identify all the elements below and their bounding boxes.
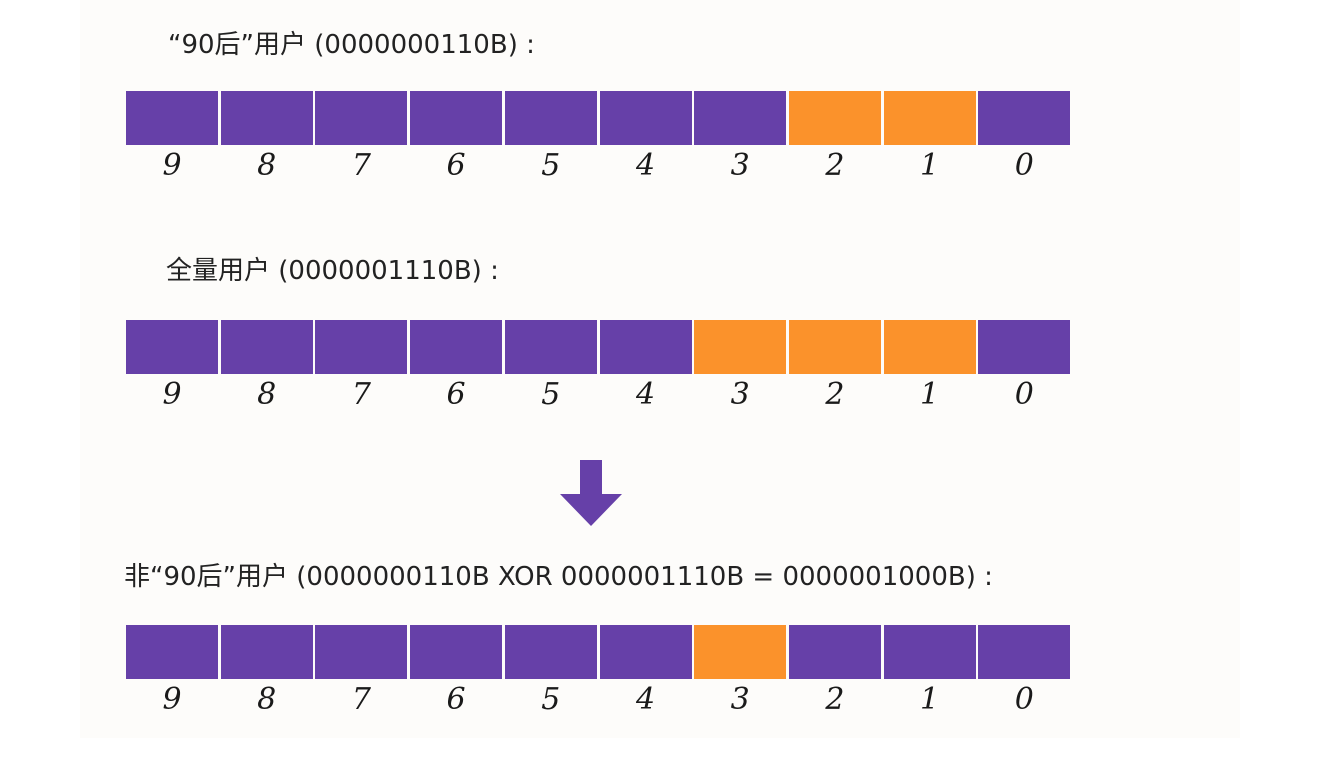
bit-cell — [315, 320, 408, 374]
bit-index-label: 4 — [635, 682, 656, 717]
bit-index-label: 1 — [920, 682, 940, 717]
bit-cell — [126, 320, 218, 374]
bit-index-label: 6 — [446, 377, 466, 412]
bit-row-non-90s-users: 9 8 7 6 5 4 3 2 1 0 — [126, 625, 1072, 715]
bit-cell — [126, 91, 218, 145]
bit-cell — [694, 625, 787, 679]
bit-cell — [788, 91, 881, 145]
row-label-90s-users: “90后”用户 (0000000110B) : — [168, 30, 535, 60]
bit-index-label: 4 — [635, 148, 656, 183]
bit-index-label: 3 — [730, 377, 750, 412]
bit-row-all-users: 9 8 7 6 5 4 3 2 1 0 — [126, 320, 1072, 410]
bit-cell — [504, 91, 597, 145]
bit-cell — [504, 320, 597, 374]
bit-index-label: 4 — [635, 377, 656, 412]
bit-row-90s-users: 9 8 7 6 5 4 3 2 1 0 — [126, 91, 1072, 181]
bit-cell — [315, 625, 408, 679]
bit-cell — [599, 91, 692, 145]
bit-cell — [410, 320, 503, 374]
bit-index-label: 7 — [351, 148, 371, 183]
bit-index-label: 5 — [541, 377, 561, 412]
bit-cell — [599, 320, 692, 374]
bit-index-label: 9 — [162, 377, 182, 412]
bit-cell — [504, 625, 597, 679]
bit-cell — [788, 320, 881, 374]
bit-cell — [410, 91, 503, 145]
row-label-non-90s-users: 非“90后”用户 (0000000110B XOR 0000001110B = … — [124, 562, 993, 592]
bit-index-label: 7 — [351, 682, 371, 717]
bit-cell — [978, 91, 1071, 145]
bit-cell — [883, 625, 976, 679]
bit-cell — [978, 320, 1071, 374]
bit-cell — [410, 625, 503, 679]
bit-cell — [978, 625, 1071, 679]
bit-index-label: 5 — [541, 682, 561, 717]
bit-index-label: 2 — [825, 377, 845, 412]
bit-cell — [883, 91, 976, 145]
bit-index-label: 8 — [257, 377, 277, 412]
bit-cell — [315, 91, 408, 145]
bit-cell — [883, 320, 976, 374]
bit-cell — [220, 625, 313, 679]
bit-index-label: 5 — [541, 148, 561, 183]
bit-index-label: 0 — [1014, 682, 1034, 717]
bit-cell — [220, 320, 313, 374]
bit-cell — [126, 625, 218, 679]
bit-index-label: 6 — [446, 682, 466, 717]
bit-index-label: 3 — [730, 682, 750, 717]
bit-cell — [220, 91, 313, 145]
bit-index-label: 0 — [1014, 148, 1034, 183]
bit-index-label: 8 — [257, 148, 277, 183]
bit-index-label: 9 — [162, 682, 182, 717]
bit-index-label: 0 — [1014, 377, 1034, 412]
bit-index-label: 8 — [257, 682, 277, 717]
bit-index-label: 2 — [825, 682, 845, 717]
bit-cell — [788, 625, 881, 679]
bit-cell — [694, 320, 787, 374]
bit-index-label: 6 — [446, 148, 466, 183]
bit-index-label: 9 — [162, 148, 182, 183]
bit-index-label: 1 — [920, 377, 940, 412]
bit-index-label: 2 — [825, 148, 845, 183]
bit-index-label: 3 — [730, 148, 750, 183]
bit-cell — [694, 91, 787, 145]
down-arrow-icon — [560, 460, 622, 526]
bit-cell — [599, 625, 692, 679]
row-label-all-users: 全量用户 (0000001110B) : — [166, 256, 499, 286]
bit-index-label: 1 — [920, 148, 940, 183]
bit-index-label: 7 — [351, 377, 371, 412]
